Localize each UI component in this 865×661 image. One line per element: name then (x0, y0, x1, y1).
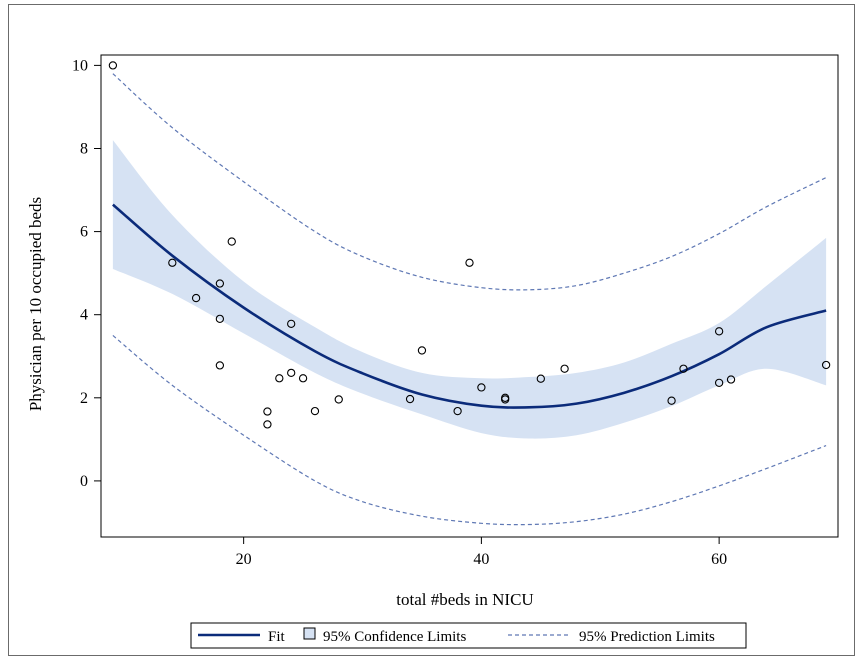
data-point (215, 361, 225, 370)
x-tick-label: 20 (236, 551, 252, 568)
data-point (726, 375, 736, 384)
data-point (465, 258, 474, 267)
data-point (405, 394, 415, 404)
data-point (714, 327, 724, 336)
data-point (191, 293, 201, 303)
fit-line (112, 203, 827, 409)
legend-fit-label: Fit (268, 629, 286, 645)
y-axis-label: Physician per 10 occupied beds (26, 197, 45, 411)
y-tick-label: 0 (80, 473, 88, 490)
legend-box (190, 622, 747, 649)
y-tick-label: 10 (72, 57, 88, 74)
data-point (714, 378, 724, 387)
confidence-band (112, 140, 827, 439)
plot-border (100, 54, 839, 538)
data-point (168, 258, 177, 267)
prediction-lower-line (112, 335, 827, 526)
data-point (287, 319, 296, 328)
y-tick-label: 2 (80, 390, 88, 407)
data-point (334, 395, 343, 404)
data-point (108, 61, 118, 70)
y-tick-label: 6 (80, 224, 88, 241)
data-point (263, 420, 272, 429)
data-point (275, 374, 284, 383)
x-tick-label: 40 (473, 551, 489, 568)
plot-area: 0 2 4 6 8 10 20 40 60 (72, 54, 839, 568)
data-point (560, 364, 569, 373)
data-point (215, 279, 225, 288)
data-point (821, 360, 831, 370)
data-point (310, 406, 320, 416)
data-point (263, 407, 272, 416)
legend: Fit 95% Confidence Limits 95% Prediction… (190, 622, 747, 649)
prediction-upper-line (112, 73, 827, 291)
y-tick-label: 4 (80, 307, 88, 324)
x-tick-label: 60 (711, 551, 727, 568)
data-point (477, 383, 486, 392)
data-point (501, 395, 510, 404)
data-point (287, 368, 296, 378)
y-tick-label: 8 (80, 140, 88, 157)
data-point (679, 364, 688, 373)
data-point (453, 406, 462, 416)
data-point (298, 374, 308, 383)
data-point (215, 314, 225, 323)
data-point (227, 237, 236, 246)
data-point (417, 346, 427, 355)
legend-confidence-label: 95% Confidence Limits (323, 629, 466, 645)
data-point (667, 396, 676, 405)
legend-confidence-swatch (303, 627, 316, 640)
legend-prediction-label: 95% Prediction Limits (579, 629, 715, 645)
chart-frame (8, 4, 855, 656)
x-axis-label: total #beds in NICU (396, 590, 533, 609)
data-point (536, 374, 545, 383)
